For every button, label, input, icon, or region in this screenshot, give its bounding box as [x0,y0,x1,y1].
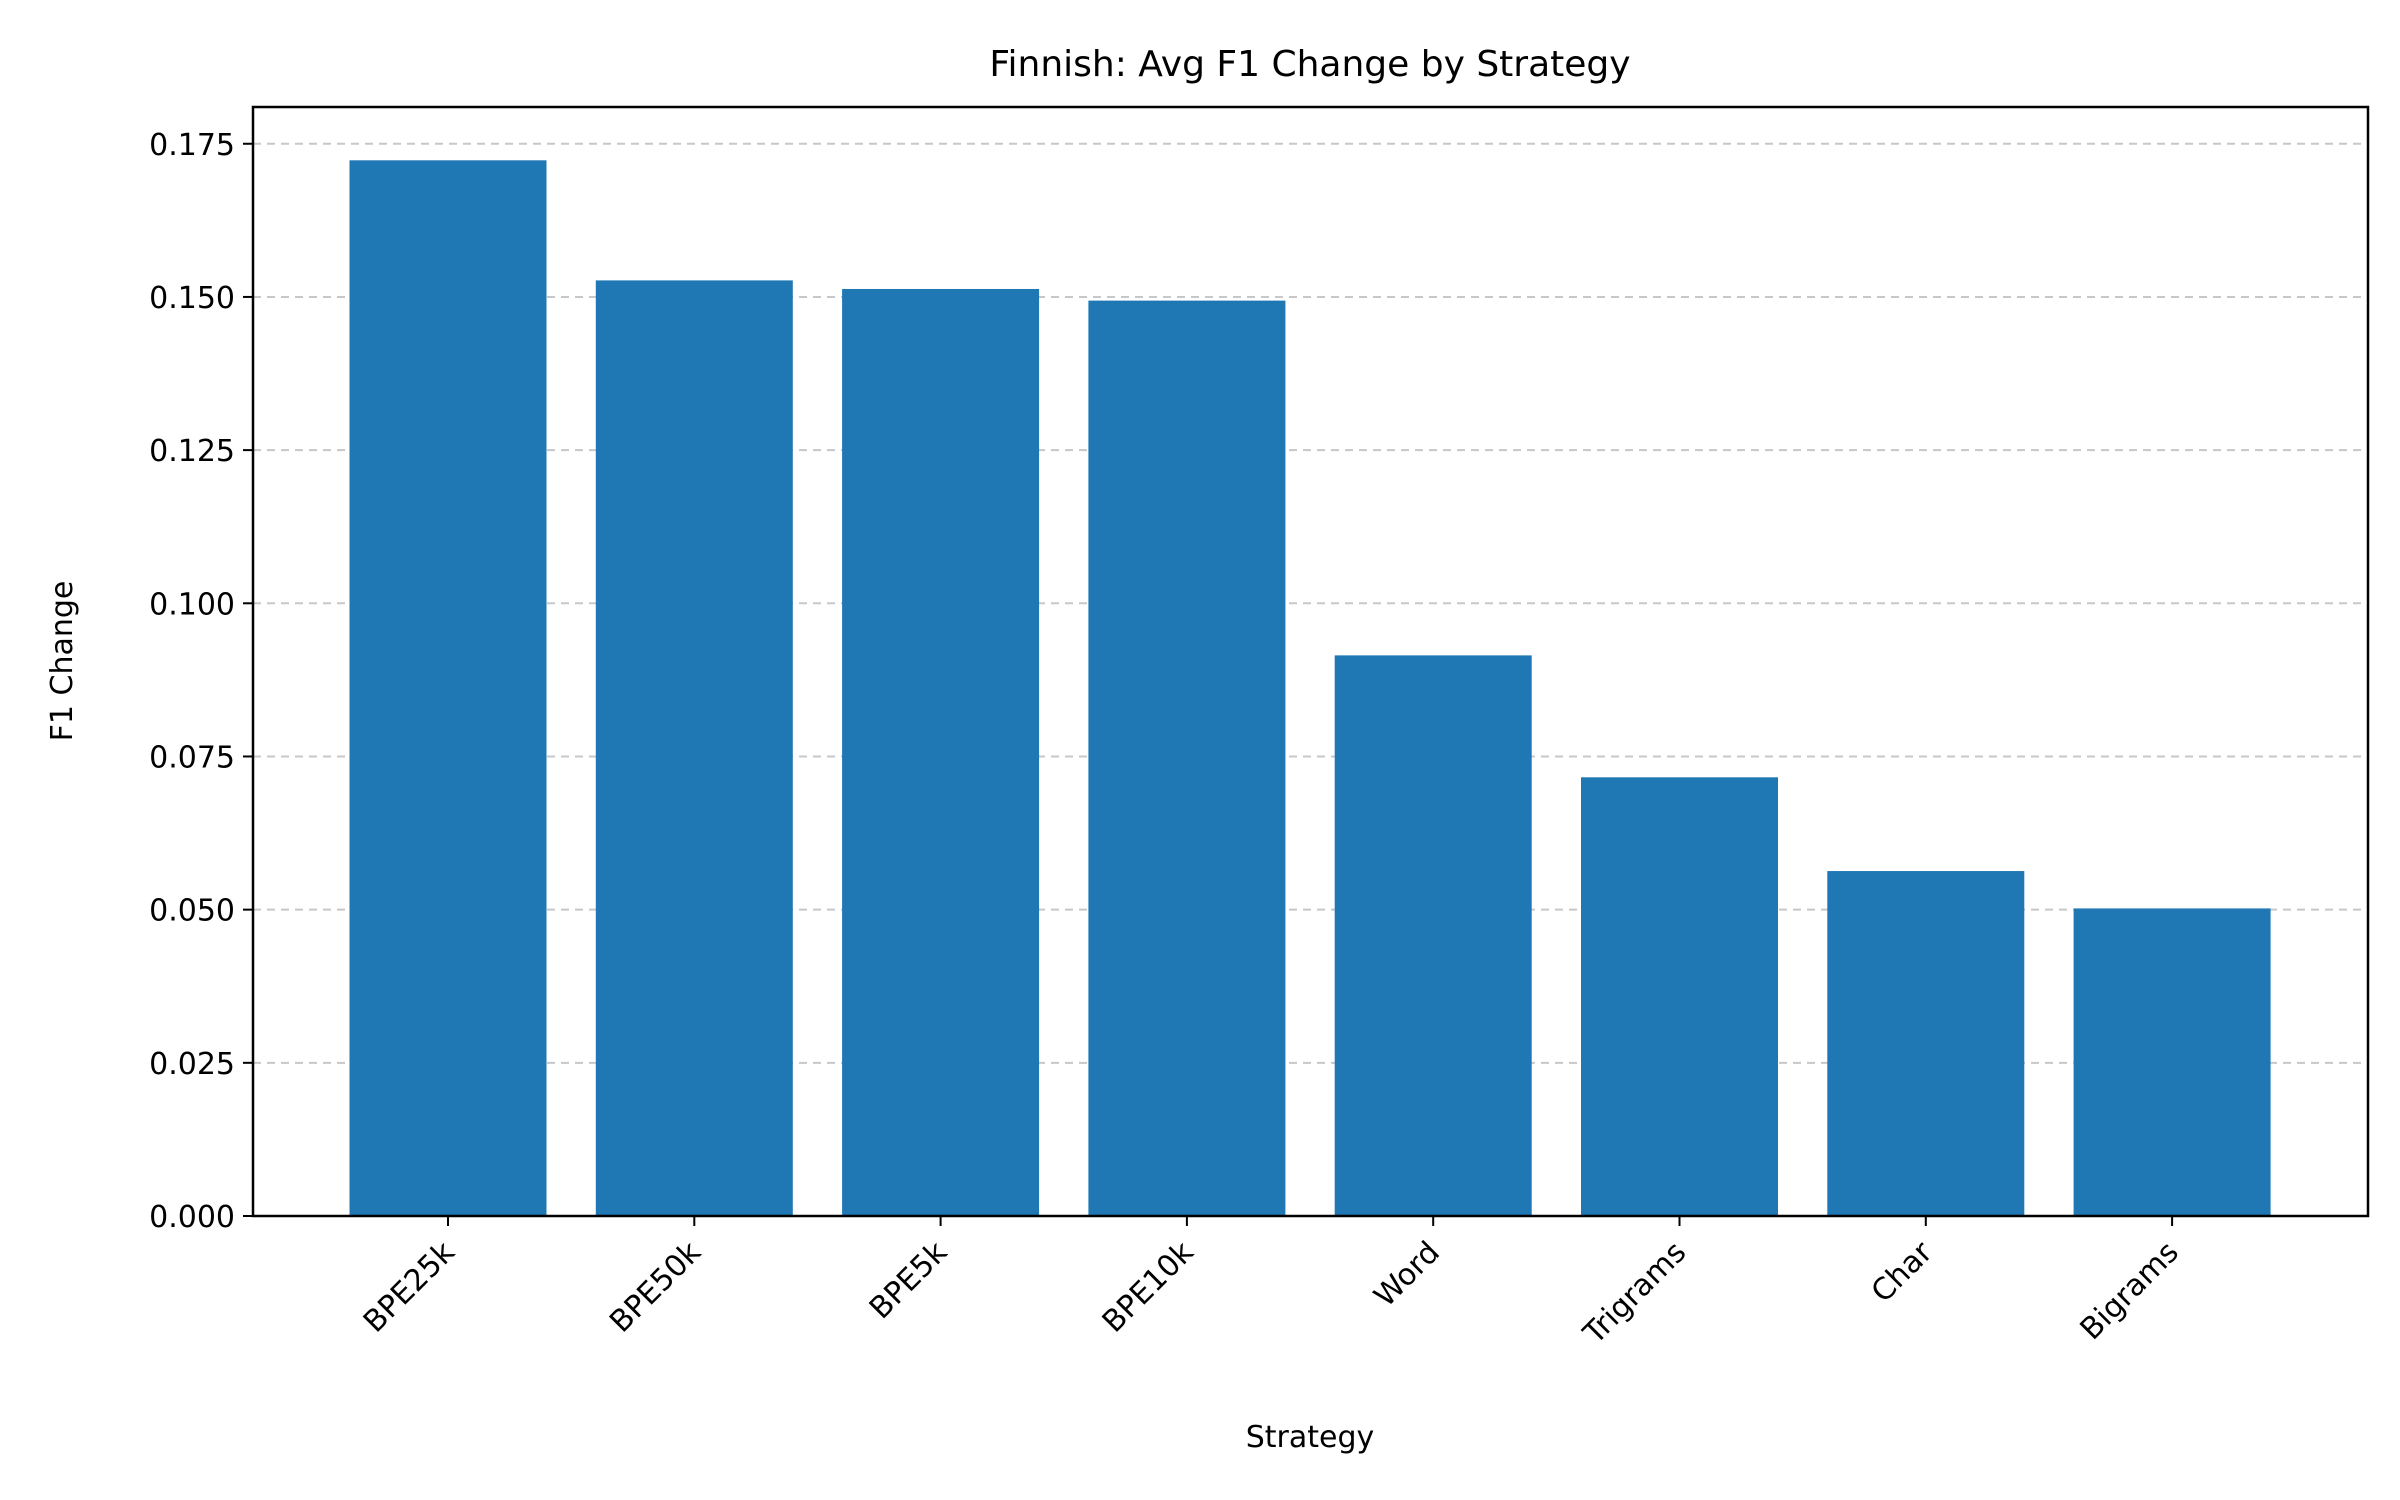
plot-frame [251,105,2370,1218]
bars [349,160,2271,1217]
x-tick-label: BPE5k [863,1234,955,1326]
x-tick-label: Word [1368,1235,1447,1314]
x-tick-label: BPE10k [1096,1234,1201,1339]
bar-bpe10k [1088,300,1286,1216]
bar-word [1334,655,1532,1216]
x-tick-label: BPE50k [603,1234,708,1339]
x-axis-label: Strategy [1246,1420,1375,1455]
y-tick-label: 0.050 [149,894,235,929]
bar-trigrams [1581,777,1778,1216]
bar-bpe5k [842,288,1040,1217]
y-axis-label: F1 Change [45,581,80,742]
bar-bpe50k [595,280,793,1216]
y-tick-label: 0.150 [149,281,235,316]
y-tick-label: 0.175 [149,128,235,163]
y-tick-label: 0.100 [149,587,235,622]
y-tick-label: 0.075 [149,740,235,775]
y-tick-label: 0.125 [149,434,235,469]
x-axis-ticks: BPE25k BPE50k BPE5k BPE10k Word Trigrams Char B… [357,1216,2186,1352]
x-tick-label: Char [1865,1234,1940,1309]
chart-title: Finnish: Avg F1 Change by Strategy [989,44,1630,85]
y-tick-label: 0.000 [149,1200,235,1235]
y-tick-label: 0.025 [149,1047,235,1082]
bar-bpe25k [349,160,547,1216]
y-axis-ticks: 0.000 0.025 0.050 0.075 0.100 0.125 0.150 0.175 [149,128,253,1235]
x-tick-label: Bigrams [2074,1235,2186,1347]
bar-bigrams [2073,908,2271,1216]
x-tick-label: Trigrams [1576,1235,1693,1352]
x-tick-label: BPE25k [357,1234,462,1339]
bar-char [1827,871,2025,1216]
grid-lines [253,142,2368,1064]
